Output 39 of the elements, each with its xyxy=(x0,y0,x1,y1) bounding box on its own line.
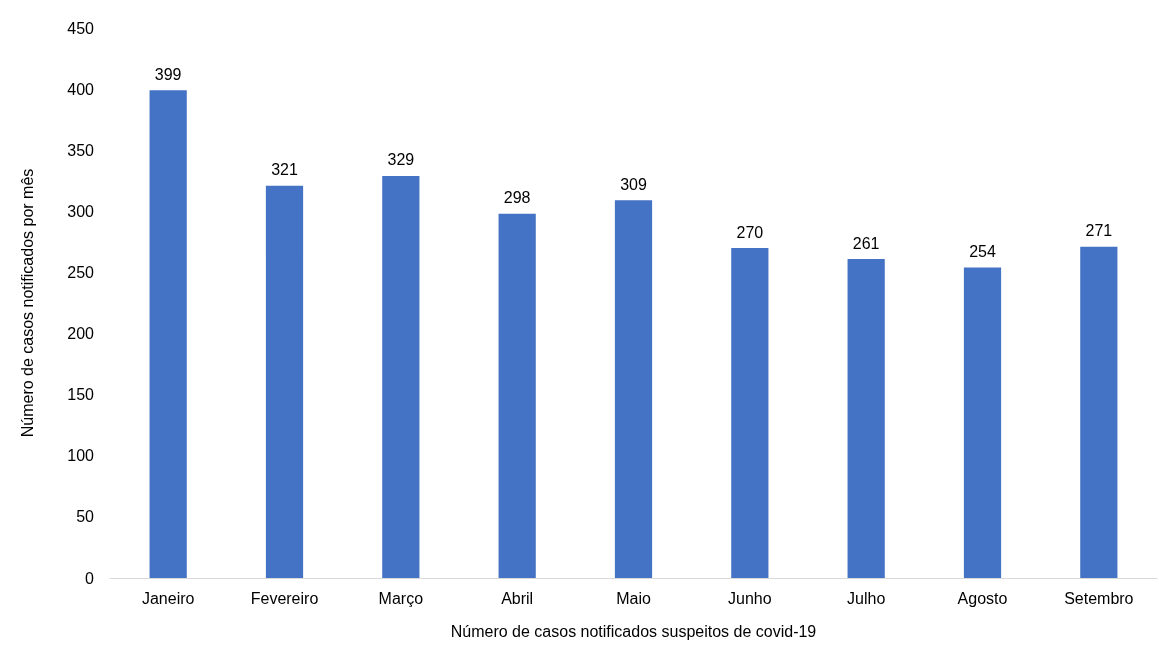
bar xyxy=(731,248,769,578)
bar xyxy=(963,267,1002,578)
data-label: 261 xyxy=(852,234,880,252)
data-label: 399 xyxy=(154,65,182,83)
bar xyxy=(149,90,187,578)
y-tick-label: 50 xyxy=(76,508,95,526)
x-tick-label: Junho xyxy=(728,589,772,607)
data-label: 298 xyxy=(503,189,531,207)
y-tick-label: 450 xyxy=(67,19,95,37)
y-tick-label: 250 xyxy=(67,263,95,281)
bar xyxy=(1080,246,1118,578)
data-label: 254 xyxy=(969,243,996,261)
y-axis-title: Número de casos notificados por mês xyxy=(18,168,36,438)
x-tick-label: Maio xyxy=(616,589,651,607)
bar xyxy=(847,259,885,578)
y-tick-label: 400 xyxy=(67,80,95,98)
bar xyxy=(614,200,653,578)
x-tick-label: Março xyxy=(378,589,424,607)
x-axis-title: Número de casos notificados suspeitos de covid-19 xyxy=(450,622,817,640)
data-label: 271 xyxy=(1085,222,1113,240)
bar xyxy=(265,185,304,578)
y-tick-label: 300 xyxy=(67,202,95,220)
y-tick-label: 200 xyxy=(67,325,95,343)
data-label: 321 xyxy=(271,161,298,179)
y-tick-label: 350 xyxy=(67,141,95,159)
y-tick-label: 150 xyxy=(67,386,95,404)
x-tick-label: Fevereiro xyxy=(250,589,319,607)
x-tick-label: Julho xyxy=(847,589,886,607)
y-tick-label: 100 xyxy=(67,447,95,465)
x-tick-label: Agosto xyxy=(957,589,1008,607)
x-tick-label: Setembro xyxy=(1064,589,1134,607)
data-label: 270 xyxy=(736,223,764,241)
bar xyxy=(498,213,536,578)
y-tick-label: 0 xyxy=(85,569,95,587)
x-tick-label: Janeiro xyxy=(141,589,195,607)
bar xyxy=(382,175,420,578)
data-label: 329 xyxy=(387,151,415,169)
x-tick-label: Abril xyxy=(501,589,534,607)
data-label: 309 xyxy=(620,175,647,193)
